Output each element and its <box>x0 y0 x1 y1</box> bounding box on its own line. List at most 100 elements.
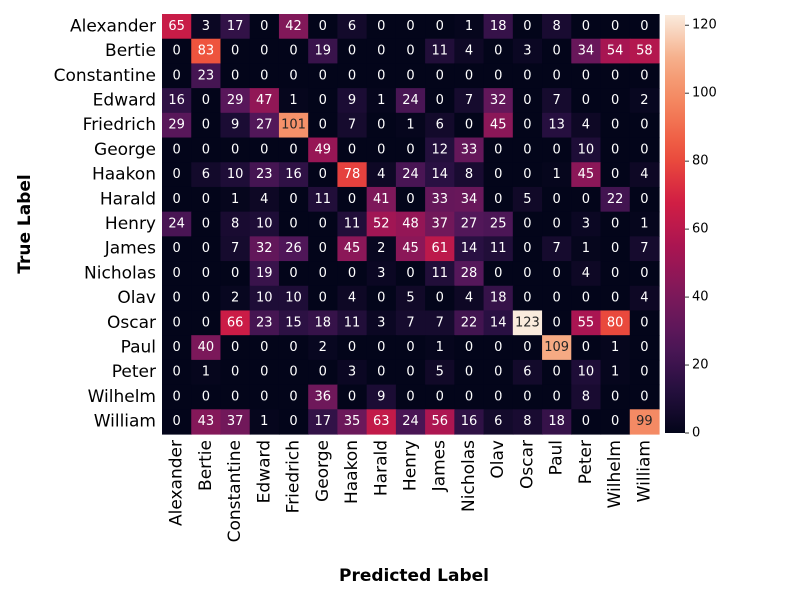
cell-value-label: 1 <box>640 217 648 232</box>
heatmap-cell <box>337 63 368 89</box>
heatmap-cell <box>308 14 339 40</box>
heatmap-cell <box>512 63 543 89</box>
cell-value-label: 0 <box>319 365 327 380</box>
heatmap-cell <box>629 162 660 188</box>
heatmap-cell <box>425 63 455 89</box>
heatmap-cell <box>278 261 309 287</box>
x-tick-label: Constantine <box>225 440 245 542</box>
cell-value-label: 29 <box>227 93 244 108</box>
heatmap-cell <box>366 14 397 40</box>
cell-value-label: 48 <box>402 217 419 232</box>
heatmap-cell <box>308 112 339 139</box>
heatmap-cell <box>308 63 339 89</box>
cell-value-label: 0 <box>260 44 268 59</box>
cell-value-label: 0 <box>319 93 327 108</box>
cell-value-label: 8 <box>582 389 590 404</box>
y-tick-label: Harald <box>100 189 156 209</box>
cell-value-label: 0 <box>611 291 619 306</box>
heatmap-cell <box>278 335 309 361</box>
cell-value-label: 19 <box>315 44 332 59</box>
heatmap-cell <box>454 384 485 410</box>
x-tick-label: Friedrich <box>284 440 304 513</box>
heatmap-cell <box>542 211 572 237</box>
heatmap-cell <box>629 211 660 237</box>
cell-value-label: 7 <box>231 241 239 256</box>
cell-value-label: 24 <box>168 217 185 232</box>
heatmap-cell <box>395 211 426 237</box>
cell-value-label: 12 <box>431 142 448 157</box>
heatmap-cell <box>542 63 572 89</box>
cell-value-label: 0 <box>289 142 297 157</box>
heatmap-cell <box>308 162 339 188</box>
heatmap-cell <box>571 186 602 213</box>
cell-value-label: 4 <box>582 118 590 133</box>
heatmap-cell <box>512 88 543 114</box>
cell-value-label: 0 <box>523 291 531 306</box>
cell-value-label: 0 <box>406 19 414 34</box>
cell-value-label: 0 <box>348 68 356 83</box>
cell-value-label: 0 <box>582 68 590 83</box>
cell-value-label: 6 <box>494 414 502 429</box>
cell-value-label: 1 <box>553 167 561 182</box>
cell-value-label: 0 <box>289 340 297 355</box>
cell-value-label: 0 <box>231 389 239 404</box>
cell-value-label: 0 <box>494 389 502 404</box>
heatmap-cell <box>249 359 280 386</box>
heatmap-cell <box>512 335 543 361</box>
heatmap-cell <box>337 112 368 139</box>
heatmap-cell <box>571 38 602 65</box>
x-tick-label: Olav <box>488 440 508 479</box>
heatmap-cell <box>483 162 514 188</box>
heatmap-cell <box>366 38 397 65</box>
heatmap-cell <box>278 285 309 312</box>
y-tick-label: Bertie <box>105 41 156 61</box>
cell-value-label: 0 <box>640 365 648 380</box>
cell-value-label: 10 <box>256 217 273 232</box>
heatmap-cell <box>512 112 543 139</box>
cell-value-label: 0 <box>640 142 648 157</box>
cell-value-label: 5 <box>436 365 444 380</box>
cell-value-label: 65 <box>168 19 185 34</box>
heatmap-cell <box>629 88 660 114</box>
heatmap-cell <box>542 88 572 114</box>
heatmap-cell <box>366 186 397 213</box>
cell-value-label: 33 <box>431 192 448 207</box>
cell-value-label: 0 <box>553 315 561 330</box>
heatmap-cell <box>162 261 192 287</box>
colorbar-tick-label: 80 <box>692 154 709 169</box>
heatmap-cell <box>512 38 543 65</box>
heatmap-cell <box>249 88 280 114</box>
heatmap-cell <box>425 211 455 237</box>
cell-value-label: 27 <box>461 217 478 232</box>
cell-value-label: 16 <box>461 414 478 429</box>
cell-value-label: 2 <box>319 340 327 355</box>
cell-value-label: 0 <box>611 167 619 182</box>
cell-value-label: 0 <box>582 93 590 108</box>
heatmap-cell <box>366 384 397 410</box>
cell-value-label: 4 <box>348 291 356 306</box>
cell-value-label: 0 <box>640 68 648 83</box>
cell-value-label: 0 <box>377 68 385 83</box>
heatmap-cell <box>395 409 426 435</box>
heatmap-cell <box>454 88 485 114</box>
cell-value-label: 45 <box>344 241 361 256</box>
cell-value-label: 0 <box>231 44 239 59</box>
heatmap-cell <box>249 310 280 336</box>
heatmap-cell <box>571 211 602 237</box>
cell-value-label: 0 <box>289 414 297 429</box>
heatmap-cell <box>249 63 280 89</box>
cell-value-label: 14 <box>490 315 507 330</box>
heatmap-cell <box>571 335 602 361</box>
heatmap-cell <box>162 211 192 237</box>
heatmap-cell <box>395 236 426 262</box>
heatmap-cell <box>542 186 572 213</box>
heatmap-cell <box>162 162 192 188</box>
cell-value-label: 99 <box>636 414 653 429</box>
heatmap-cell <box>191 384 222 410</box>
cell-value-label: 0 <box>494 365 502 380</box>
heatmap-cell <box>220 137 251 163</box>
cell-value-label: 0 <box>172 167 180 182</box>
cell-value-label: 0 <box>406 192 414 207</box>
cell-value-label: 10 <box>256 291 273 306</box>
cell-value-label: 47 <box>256 93 273 108</box>
